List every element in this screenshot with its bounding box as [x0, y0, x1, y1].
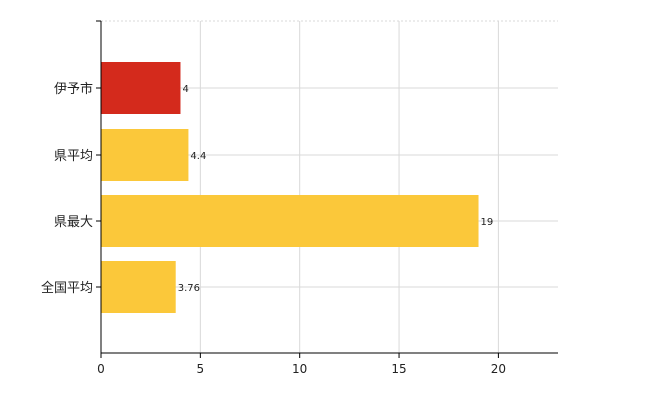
data-label: 4	[182, 84, 188, 95]
data-label: 3.76	[178, 283, 200, 294]
x-tick-label: 10	[292, 362, 307, 376]
data-label: 19	[481, 217, 494, 228]
axes	[96, 20, 558, 358]
bar	[101, 62, 181, 114]
data-label: 4.4	[190, 151, 206, 162]
category-label: 県最大	[54, 215, 93, 230]
bars	[101, 62, 479, 313]
x-tick-label: 0	[97, 362, 105, 376]
bar	[101, 195, 479, 247]
category-label: 県平均	[54, 149, 93, 164]
bar	[101, 129, 189, 181]
x-tick-label: 5	[197, 362, 205, 376]
x-tick-label: 15	[391, 362, 406, 376]
category-label: 全国平均	[41, 280, 93, 296]
bar	[101, 261, 176, 313]
category-label: 伊予市	[54, 81, 93, 97]
x-tick-label: 20	[491, 362, 506, 376]
